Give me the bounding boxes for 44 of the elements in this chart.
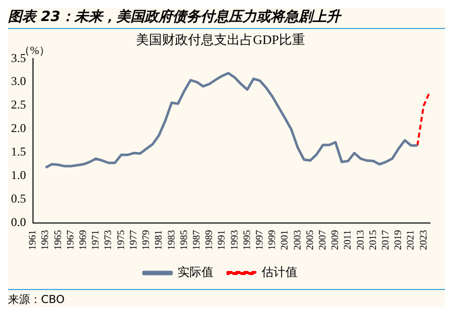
y-tick-label: 2.5 bbox=[11, 98, 26, 112]
x-tick-label: 1985 bbox=[178, 230, 190, 250]
y-tick-label: 0.5 bbox=[11, 192, 26, 206]
legend-label: 实际值 bbox=[178, 265, 214, 280]
x-tick-label: 1989 bbox=[204, 230, 216, 250]
x-tick-label: 2021 bbox=[406, 230, 417, 250]
x-tick-label: 1975 bbox=[116, 230, 127, 250]
x-tick-label: 2013 bbox=[355, 230, 366, 250]
y-tick-label: 3.0 bbox=[11, 74, 26, 88]
x-tick-label: 1965 bbox=[52, 230, 64, 250]
x-tick-label: 2019 bbox=[393, 230, 404, 250]
x-tick-label: 1967 bbox=[65, 230, 76, 250]
x-tick-label: 1995 bbox=[242, 230, 253, 250]
x-tick-label: 1997 bbox=[254, 230, 266, 250]
x-tick-label: 2005 bbox=[304, 230, 316, 250]
legend-label: 估计值 bbox=[260, 265, 298, 280]
x-tick-label: 1979 bbox=[141, 230, 152, 250]
x-tick-label: 2009 bbox=[330, 230, 342, 250]
chart-subtitle: 美国财政付息支出占GDP比重 bbox=[136, 32, 306, 48]
y-tick-label: 1.5 bbox=[11, 144, 26, 159]
x-tick-label: 2003 bbox=[292, 230, 304, 250]
x-tick-label: 2007 bbox=[318, 230, 328, 250]
y-tick-label: 2.0 bbox=[11, 121, 26, 136]
x-tick-label: 1983 bbox=[166, 230, 178, 250]
x-tick-label: 1969 bbox=[78, 230, 90, 250]
y-tick-label: 0.0 bbox=[11, 215, 26, 230]
x-tick-label: 1973 bbox=[103, 230, 114, 250]
source-note: 来源：CBO bbox=[8, 292, 445, 307]
x-tick-label: 2011 bbox=[342, 230, 354, 250]
chart-title: 图表 23：未来，美国政府债务付息压力或将急剧上升 bbox=[8, 8, 445, 29]
x-tick-label: 1971 bbox=[90, 230, 102, 250]
x-tick-label: 1991 bbox=[216, 230, 228, 250]
x-tick-label: 2017 bbox=[380, 230, 392, 250]
x-tick-label: 1999 bbox=[267, 230, 278, 250]
x-tick-label: 1981 bbox=[154, 230, 165, 250]
y-tick-label: 1.0 bbox=[11, 168, 26, 182]
x-tick-label: 1977 bbox=[128, 230, 140, 250]
x-tick-label: 2001 bbox=[280, 230, 291, 250]
x-tick-label: 1963 bbox=[40, 230, 52, 250]
x-tick-label: 1987 bbox=[191, 230, 202, 250]
x-tick-label: 1961 bbox=[28, 230, 39, 250]
x-tick-label: 2015 bbox=[368, 230, 379, 250]
x-tick-label: 1993 bbox=[229, 230, 240, 250]
x-tick-label: 2023 bbox=[418, 230, 430, 250]
